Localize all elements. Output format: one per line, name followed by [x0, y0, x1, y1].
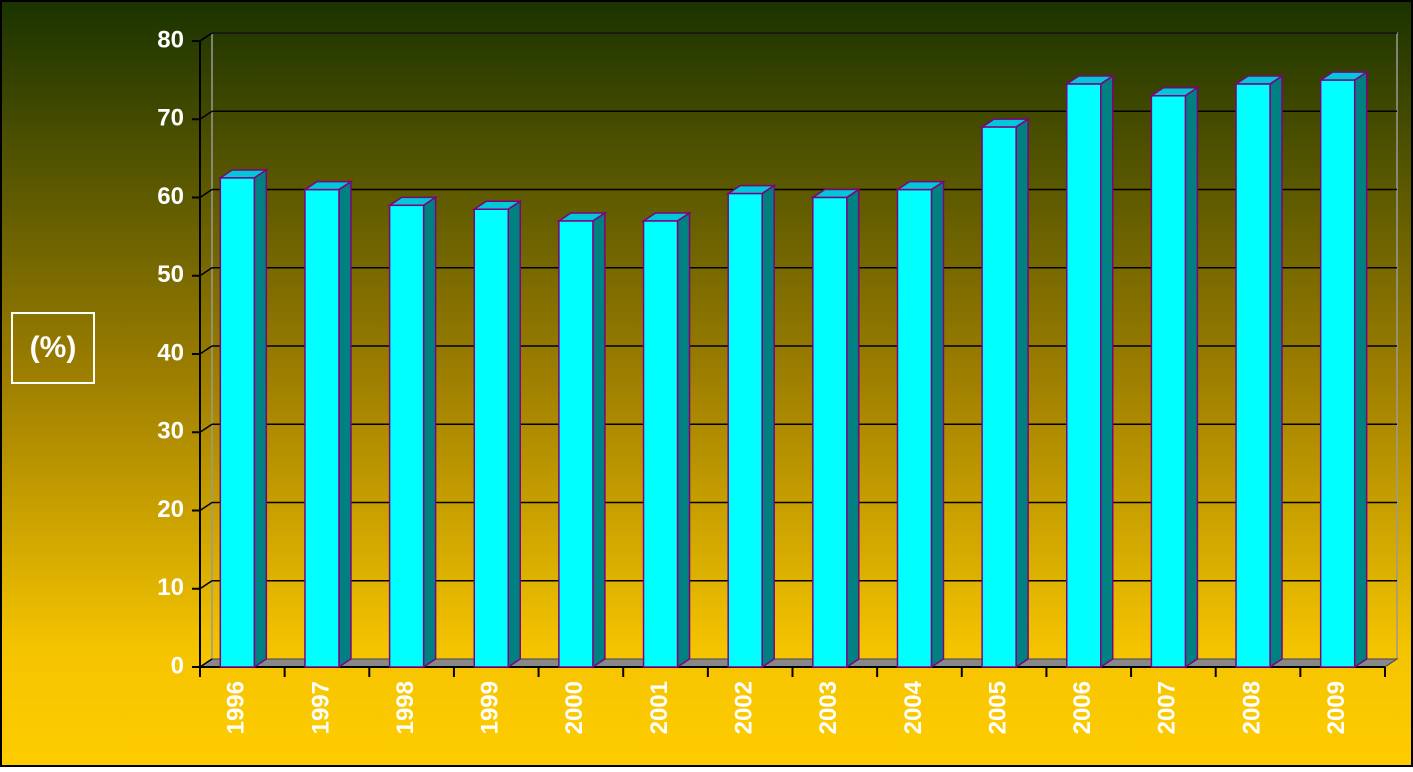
y-tick-depth	[199, 501, 213, 512]
bar	[1150, 95, 1187, 668]
bar	[642, 220, 679, 668]
bar	[812, 196, 848, 668]
y-tick-depth	[199, 345, 213, 355]
bar	[304, 188, 340, 668]
bar-side	[676, 211, 691, 669]
y-tick-depth	[199, 580, 213, 590]
bar	[981, 126, 1017, 668]
x-tick-label: 1996	[223, 681, 250, 734]
bar-side	[846, 188, 860, 669]
bar-side	[1100, 74, 1114, 669]
bar-side	[592, 211, 606, 669]
y-tick-depth	[199, 32, 213, 42]
x-tick-label: 1998	[392, 681, 419, 734]
y-tick-depth	[199, 188, 213, 199]
bar-side	[338, 180, 352, 669]
x-tick-label: 2000	[561, 681, 588, 734]
bar-side	[253, 168, 268, 669]
x-tick-label: 2007	[1154, 681, 1181, 734]
y-tick-label: 20	[157, 496, 184, 523]
bar-side	[507, 199, 521, 669]
y-tick-depth	[199, 423, 213, 433]
bar	[473, 208, 509, 668]
floor	[198, 658, 1399, 668]
y-axis-label: (%)	[30, 331, 77, 364]
bar	[1319, 79, 1356, 668]
y-tick-label: 40	[157, 339, 184, 366]
x-tick-label: 1997	[307, 681, 334, 734]
y-label-box	[11, 312, 95, 384]
bar	[388, 204, 425, 668]
x-tick-label: 2003	[815, 681, 842, 734]
bar	[219, 177, 256, 668]
y-tick-label: 10	[157, 574, 184, 601]
bar-side	[1353, 70, 1368, 669]
x-tick-label: 2002	[731, 681, 758, 734]
bar-side	[1184, 86, 1199, 669]
y-tick-label: 50	[157, 261, 184, 288]
y-tick-label: 60	[157, 183, 184, 210]
bar-side	[761, 184, 775, 669]
y-tick-depth	[199, 658, 213, 668]
y-tick-label: 30	[157, 418, 184, 445]
bar	[896, 188, 933, 668]
bar-side	[1015, 117, 1029, 669]
x-tick-label: 2008	[1238, 681, 1265, 734]
bar-side	[930, 180, 945, 669]
x-tick-label: 2005	[984, 681, 1011, 734]
y-tick-depth	[199, 110, 213, 120]
bar	[558, 220, 594, 668]
bar	[1066, 83, 1102, 668]
x-tick-label: 1999	[477, 681, 504, 734]
x-tick-label: 2001	[646, 681, 673, 734]
x-tick-label: 2006	[1069, 681, 1096, 734]
bar-side	[1269, 74, 1283, 669]
y-tick-label: 0	[171, 652, 184, 679]
y-tick-label: 80	[157, 26, 184, 53]
y-tick-label: 70	[157, 105, 184, 132]
x-tick-label: 2009	[1323, 681, 1350, 734]
bar	[1235, 83, 1271, 668]
bar	[727, 192, 763, 668]
bar-side	[422, 195, 437, 669]
x-tick-label: 2004	[900, 680, 927, 734]
y-tick-depth	[199, 267, 213, 277]
